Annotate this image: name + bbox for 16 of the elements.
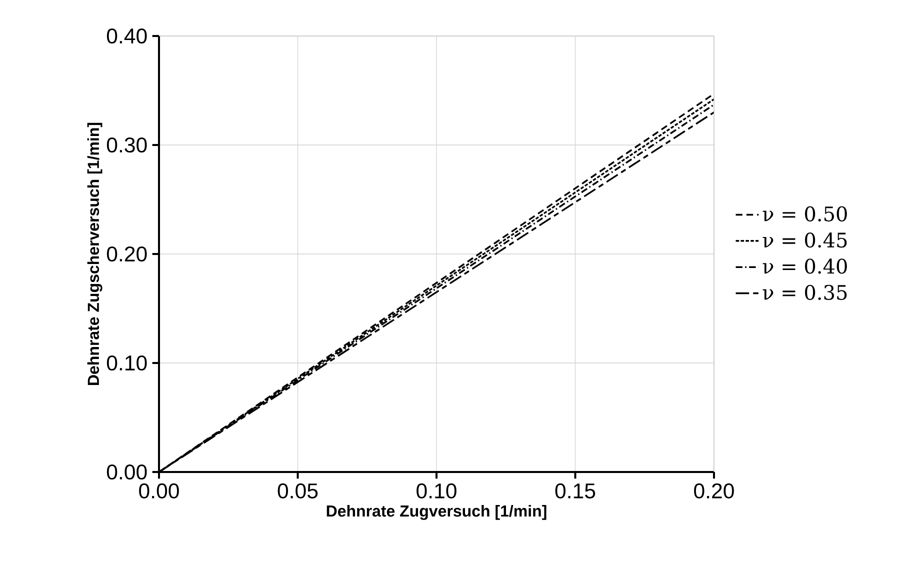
legend-label: ν = 0.45 <box>762 232 847 248</box>
y-tick-label: 0.40 <box>106 28 147 44</box>
x-axis-title: Dehnrate Zugversuch [1/min] <box>326 504 546 520</box>
x-tick-label: 0.05 <box>278 483 318 498</box>
y-tick-label: 0.30 <box>106 137 147 153</box>
x-tick-label: 0.20 <box>694 483 734 498</box>
x-tick-label: 0.15 <box>555 483 596 498</box>
legend-label: ν = 0.35 <box>762 284 847 300</box>
legend-label: ν = 0.40 <box>762 258 847 274</box>
y-axis-title: Dehnrate Zugscherversuch [1/min] <box>87 122 102 385</box>
y-tick-label: 0.20 <box>106 246 147 262</box>
legend-label: ν = 0.50 <box>762 206 847 222</box>
y-tick-label: 0.10 <box>106 355 147 371</box>
x-tick-label: 0.00 <box>139 483 179 498</box>
x-tick-label: 0.10 <box>416 483 456 498</box>
y-tick-label: 0.00 <box>106 464 147 480</box>
